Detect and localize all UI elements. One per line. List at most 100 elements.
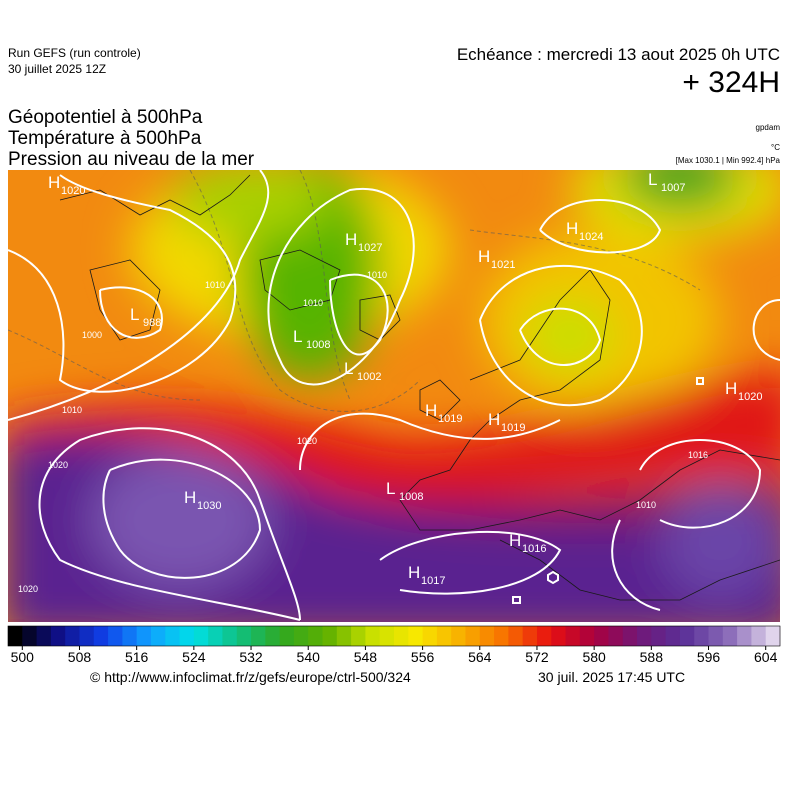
unit-label: gpdam xyxy=(755,123,780,132)
lead-time: + 324H xyxy=(682,66,780,99)
pressure-value: 1024 xyxy=(579,231,603,243)
isobar-label: 1020 xyxy=(48,460,68,470)
colorbar-swatch xyxy=(322,626,338,646)
colorbar-swatch xyxy=(351,626,366,646)
pressure-letter: H xyxy=(345,230,357,249)
colorbar-swatch xyxy=(65,626,80,646)
colorbar-tick-label: 564 xyxy=(468,649,492,665)
colorbar-swatch xyxy=(765,626,781,646)
isobar-label: 1010 xyxy=(205,280,225,290)
colorbar-swatch xyxy=(494,626,509,646)
valid-time: Echéance : mercredi 13 aout 2025 0h UTC xyxy=(456,45,780,64)
isobars xyxy=(8,170,780,621)
pressure-value: 1019 xyxy=(438,413,462,425)
coastlines xyxy=(59,174,780,601)
pressure-letter: L xyxy=(130,305,139,324)
colorbar-swatch xyxy=(236,626,252,646)
generated-time: 30 juil. 2025 17:45 UTC xyxy=(538,669,686,685)
colorbar-swatch xyxy=(8,626,23,646)
pressure-value: 988 xyxy=(143,317,161,329)
colorbar-swatch xyxy=(651,626,667,646)
colorbar-tick-label: 500 xyxy=(11,649,35,665)
colorbar-tick-label: 540 xyxy=(297,649,321,665)
pressure-value: 1020 xyxy=(738,391,762,403)
colorbar-swatch xyxy=(465,626,481,646)
small-markers xyxy=(512,377,704,604)
colorbar-tick-label: 524 xyxy=(182,649,206,665)
colorbar-frame xyxy=(7,625,781,647)
isobar-label: 1016 xyxy=(688,450,708,460)
isobar-label: 1000 xyxy=(82,330,102,340)
colorbar-swatch xyxy=(22,626,38,646)
pressure-value: 1016 xyxy=(522,543,546,555)
colorbar-swatch xyxy=(479,626,495,646)
colorbar-tick-label: 532 xyxy=(239,649,263,665)
pressure-letter: H xyxy=(184,488,196,507)
colorbar-swatch xyxy=(222,626,238,646)
colorbar-swatch xyxy=(579,626,595,646)
colorbar-swatch xyxy=(365,626,381,646)
run-date: 30 juillet 2025 12Z xyxy=(8,62,107,76)
colorbar-swatch xyxy=(122,626,138,646)
colorbar-swatch xyxy=(708,626,724,646)
colorbar-swatch xyxy=(208,626,223,646)
colorbar-tick-label: 556 xyxy=(411,649,435,665)
isobar-label: 1020 xyxy=(297,436,317,446)
colorbar-tick-label: 516 xyxy=(125,649,149,665)
colorbar-swatch xyxy=(608,626,624,646)
colorbar-swatch xyxy=(93,626,109,646)
pressure-letter: H xyxy=(408,563,420,582)
colorbar-swatch xyxy=(336,626,352,646)
colorbar-swatch xyxy=(251,626,266,646)
colorbar-swatch xyxy=(451,626,466,646)
pressure-letter: L xyxy=(293,327,302,346)
pressure-letter: L xyxy=(648,170,657,189)
colorbar-swatch xyxy=(622,626,638,646)
field-label: Pression au niveau de la mer xyxy=(8,149,255,170)
colorbar-swatch xyxy=(308,626,324,646)
colorbar-tick-label: 596 xyxy=(697,649,721,665)
pressure-value: 1002 xyxy=(357,371,381,383)
colorbar-swatch xyxy=(594,626,609,646)
colorbar-swatch xyxy=(565,626,581,646)
colorbar-swatch xyxy=(279,626,295,646)
colorbar-swatch xyxy=(508,626,524,646)
pressure-value: 1030 xyxy=(197,500,221,512)
colorbar-swatch xyxy=(679,626,695,646)
pressure-value: 1019 xyxy=(501,422,525,434)
run-label: Run GEFS (run controle) xyxy=(8,46,141,60)
colorbar-swatch xyxy=(637,626,652,646)
pressure-value: 1008 xyxy=(306,339,330,351)
colorbar-swatch xyxy=(50,626,66,646)
isobar-label: 1010 xyxy=(303,298,323,308)
unit-label: °C xyxy=(771,143,780,152)
colorbar-swatch xyxy=(522,626,538,646)
unit-label: [Max 1030.1 | Min 992.4] hPa xyxy=(675,156,780,165)
colorbar-swatch xyxy=(36,626,52,646)
colorbar-tick-label: 588 xyxy=(640,649,664,665)
isobar-label: 1010 xyxy=(636,500,656,510)
pressure-value: 1017 xyxy=(421,575,445,587)
pressure-letter: H xyxy=(566,219,578,238)
colorbar-swatch xyxy=(551,626,567,646)
colorbar-swatch xyxy=(751,626,767,646)
pressure-value: 1027 xyxy=(358,242,382,254)
pressure-letter: H xyxy=(425,401,437,420)
pressure-value: 1007 xyxy=(661,182,685,194)
pressure-letter: L xyxy=(386,479,395,498)
colorbar-tick-label: 508 xyxy=(68,649,92,665)
isotherms xyxy=(8,170,701,412)
colorbar-swatch xyxy=(136,626,152,646)
colorbar-tick-label: 572 xyxy=(525,649,549,665)
pressure-value: 1020 xyxy=(61,185,85,197)
colorbar-swatch xyxy=(536,626,552,646)
colorbar-swatch xyxy=(722,626,738,646)
temperature-field xyxy=(8,170,780,622)
pressure-value: 1008 xyxy=(399,491,423,503)
colorbar-swatch xyxy=(165,626,181,646)
isobar-label: 1020 xyxy=(18,584,38,594)
pressure-letter: H xyxy=(725,379,737,398)
colorbar-tick-label: 604 xyxy=(754,649,778,665)
pressure-letter: H xyxy=(478,247,490,266)
